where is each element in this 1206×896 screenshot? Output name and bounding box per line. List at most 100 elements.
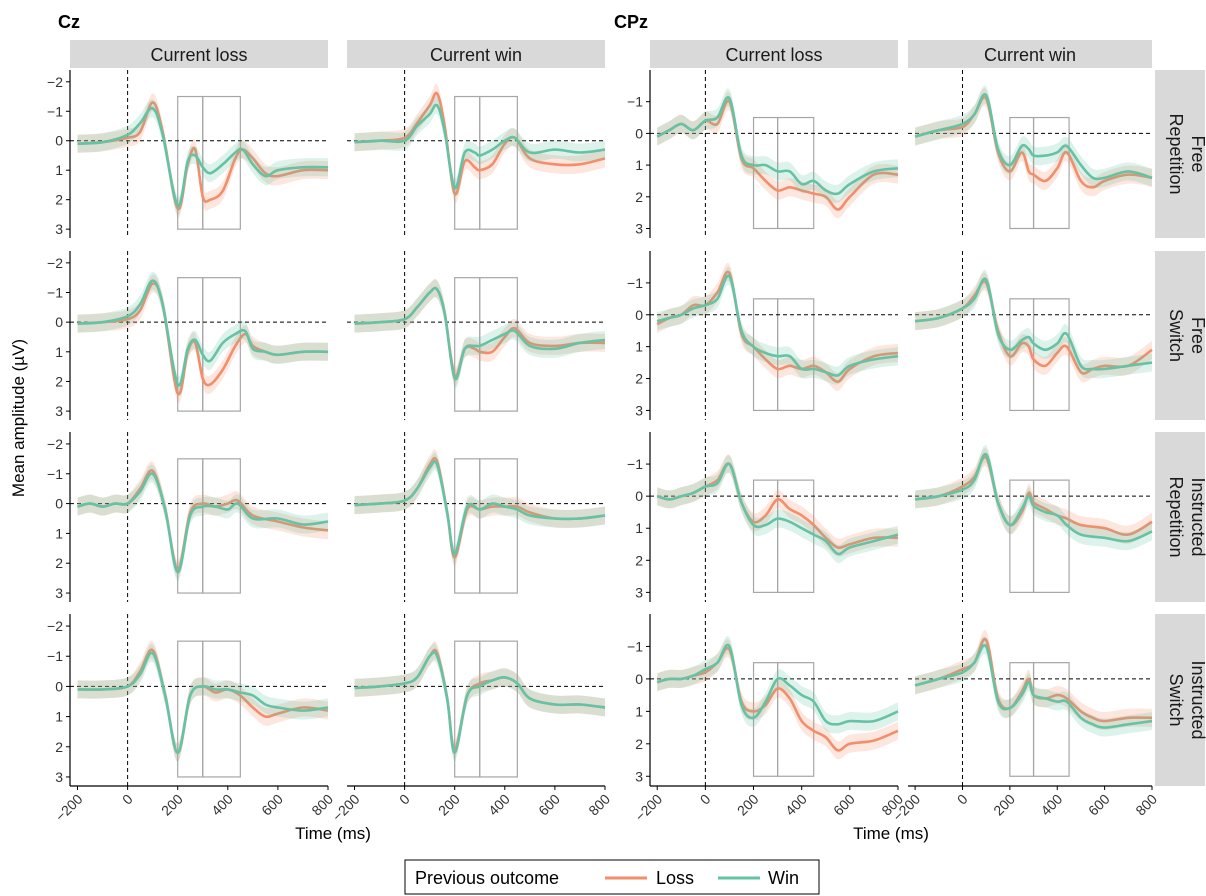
x-tick-label: 800 bbox=[1132, 791, 1160, 819]
y-tick-label: −2 bbox=[47, 255, 63, 271]
row-strip-label: Instructed bbox=[1188, 660, 1206, 739]
x-tick-label: 400 bbox=[208, 791, 236, 819]
y-tick-label: 3 bbox=[635, 402, 643, 418]
x-tick-label: 600 bbox=[535, 791, 563, 819]
y-tick-label: 2 bbox=[55, 373, 63, 389]
y-tick-label: 1 bbox=[635, 703, 643, 719]
x-tick-label: 0 bbox=[954, 791, 971, 808]
column-strip bbox=[908, 40, 1152, 68]
x-tick-label: 0 bbox=[396, 791, 413, 808]
x-tick-label: −200 bbox=[52, 791, 86, 825]
analysis-window bbox=[479, 95, 518, 230]
column-strip-label: Current win bbox=[984, 45, 1076, 65]
y-tick-label: 3 bbox=[635, 220, 643, 236]
analysis-window bbox=[777, 298, 815, 412]
y-tick-label: 0 bbox=[55, 496, 63, 512]
analysis-window bbox=[777, 662, 815, 777]
panel: −2 −1 0 1 2 3 bbox=[47, 251, 329, 420]
column-strip-label: Current win bbox=[430, 45, 522, 65]
series-line-win bbox=[354, 460, 606, 556]
y-tick-label: 3 bbox=[55, 585, 63, 601]
y-tick-label: 2 bbox=[55, 192, 63, 208]
row-strip bbox=[1155, 432, 1205, 602]
series-line-win bbox=[914, 93, 1153, 181]
y-tick-label: 1 bbox=[55, 162, 63, 178]
analysis-window bbox=[777, 116, 815, 230]
panel: −200 0 200 400 600 800 bbox=[329, 614, 613, 824]
x-tick-label: 200 bbox=[990, 791, 1018, 819]
panel: −1 0 1 2 3 bbox=[627, 70, 899, 238]
analysis-window bbox=[777, 479, 815, 593]
x-tick-label: 200 bbox=[734, 791, 762, 819]
y-tick-label: −1 bbox=[627, 275, 643, 291]
row-strip-label: Free bbox=[1188, 317, 1206, 354]
x-tick-label: −200 bbox=[329, 791, 363, 825]
ci-ribbon-loss bbox=[657, 262, 898, 391]
x-tick-label: 800 bbox=[585, 791, 613, 819]
x-tick-label: 400 bbox=[485, 791, 513, 819]
y-tick-label: 3 bbox=[55, 769, 63, 785]
y-tick-label: −1 bbox=[47, 103, 63, 119]
analysis-window bbox=[1032, 298, 1070, 412]
panel: −2 −1 0 1 2 3 bbox=[47, 432, 329, 602]
y-tick-label: −1 bbox=[47, 285, 63, 301]
legend-title: Previous outcome bbox=[415, 868, 559, 888]
panel: −2 −1 0 1 2 3 bbox=[47, 70, 329, 238]
x-tick-label: 600 bbox=[1085, 791, 1113, 819]
legend-label-loss: Loss bbox=[656, 868, 694, 888]
ci-ribbon-loss bbox=[915, 630, 1152, 731]
y-tick-label: 3 bbox=[55, 403, 63, 419]
row-strip bbox=[1155, 614, 1205, 786]
analysis-window bbox=[177, 640, 204, 778]
analysis-window bbox=[479, 277, 518, 412]
analysis-window bbox=[177, 458, 204, 594]
y-tick-label: −1 bbox=[627, 94, 643, 110]
ci-ribbon-win bbox=[77, 99, 328, 215]
series-line-win bbox=[77, 651, 329, 755]
series-line-loss bbox=[77, 101, 329, 210]
y-tick-label: 1 bbox=[635, 339, 643, 355]
row-strip-label: Instructed bbox=[1188, 477, 1206, 556]
ci-ribbon-loss bbox=[657, 639, 898, 760]
analysis-window bbox=[1032, 116, 1070, 230]
y-tick-label: 0 bbox=[55, 133, 63, 149]
panel bbox=[347, 432, 606, 602]
column-strip bbox=[70, 40, 328, 68]
ci-ribbon-win bbox=[354, 643, 605, 762]
ci-ribbon-loss bbox=[354, 449, 605, 567]
y-tick-label: 2 bbox=[55, 739, 63, 755]
row-strip bbox=[1155, 70, 1205, 238]
series-line-win bbox=[914, 643, 1153, 729]
series-line-win bbox=[914, 452, 1153, 543]
y-tick-label: 2 bbox=[635, 189, 643, 205]
y-tick-label: 2 bbox=[635, 736, 643, 752]
ci-ribbon-win bbox=[354, 95, 605, 198]
series-line-win bbox=[77, 279, 329, 387]
series-line-win bbox=[914, 277, 1153, 371]
x-axis-label-cz: Time (ms) bbox=[295, 824, 371, 843]
y-axis-label: Mean amplitude (µV) bbox=[9, 339, 28, 497]
analysis-window bbox=[1032, 479, 1070, 593]
x-tick-label: 400 bbox=[1037, 791, 1065, 819]
panel: −1 0 1 2 3 bbox=[627, 251, 899, 420]
x-tick-label: 200 bbox=[435, 791, 463, 819]
electrode-label-cz: Cz bbox=[58, 12, 80, 32]
ci-ribbon-loss bbox=[915, 448, 1152, 544]
y-tick-label: 2 bbox=[635, 552, 643, 568]
panel: −1 0 1 2 3 bbox=[627, 432, 899, 602]
legend-label-win: Win bbox=[768, 868, 799, 888]
y-tick-label: −1 bbox=[47, 466, 63, 482]
y-tick-label: 0 bbox=[635, 125, 643, 141]
ci-ribbon-loss bbox=[77, 274, 328, 404]
analysis-window bbox=[202, 640, 241, 778]
series-line-win bbox=[77, 106, 329, 207]
x-tick-label: 600 bbox=[258, 791, 286, 819]
row-strip-label: Free bbox=[1188, 135, 1206, 172]
y-tick-label: 1 bbox=[55, 525, 63, 541]
y-tick-label: 3 bbox=[55, 221, 63, 237]
row-strip-label: Repetition bbox=[1166, 113, 1186, 194]
y-tick-label: 0 bbox=[55, 314, 63, 330]
y-tick-label: 0 bbox=[635, 307, 643, 323]
